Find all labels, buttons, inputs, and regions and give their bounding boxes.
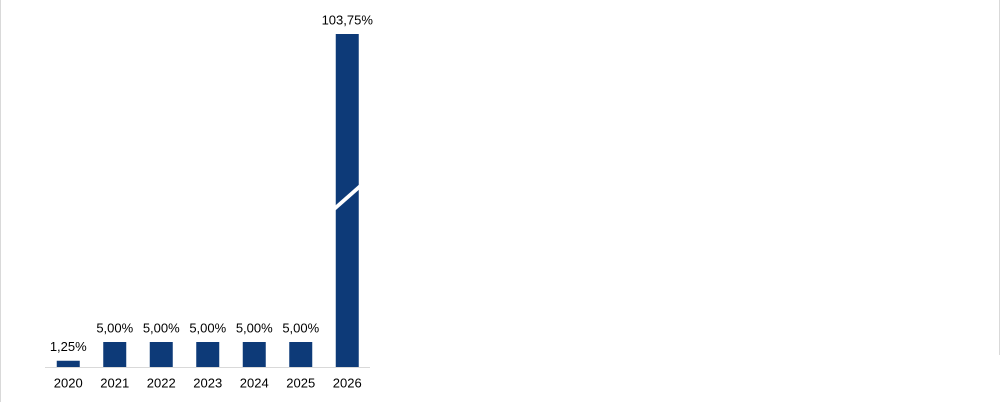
- bar: [56, 360, 80, 367]
- bar: [242, 342, 266, 367]
- value-label: 5,00%: [96, 320, 133, 335]
- value-label: 1,25%: [50, 339, 87, 354]
- x-tick-label: 2026: [333, 375, 362, 390]
- value-label: 103,75%: [322, 12, 374, 27]
- value-label: 5,00%: [143, 320, 180, 335]
- value-label: 5,00%: [189, 320, 226, 335]
- x-tick-label: 2025: [286, 375, 315, 390]
- bar: [103, 342, 127, 367]
- x-tick-label: 2023: [193, 375, 222, 390]
- bar: [335, 34, 359, 367]
- axis-break: [334, 184, 360, 211]
- x-tick-label: 2020: [54, 375, 83, 390]
- value-label: 5,00%: [282, 320, 319, 335]
- x-tick-label: 2024: [240, 375, 269, 390]
- bar: [149, 342, 173, 367]
- x-tick-label: 2022: [147, 375, 176, 390]
- bar: [289, 342, 313, 367]
- value-label: 5,00%: [236, 320, 273, 335]
- bar: [196, 342, 220, 367]
- x-tick-label: 2021: [100, 375, 129, 390]
